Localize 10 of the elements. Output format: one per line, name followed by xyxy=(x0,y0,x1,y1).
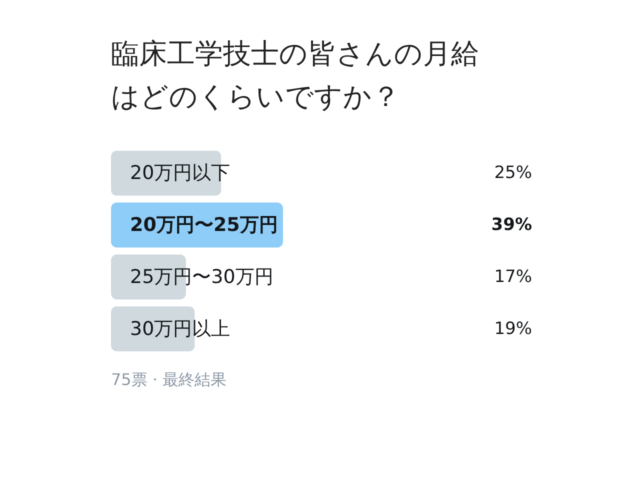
y-tick-label: 30万円以上 xyxy=(130,318,230,340)
y-tick-label: 25万円〜30万円 xyxy=(130,266,274,288)
text: 75票 · 最終結果 xyxy=(111,370,227,389)
y-tick-label: 20万円以下 xyxy=(130,162,230,184)
y-tick-label: 20万円〜25万円 xyxy=(130,214,278,236)
data-label: 19% xyxy=(494,318,532,339)
data-label: 25% xyxy=(494,163,532,184)
data-label: 17% xyxy=(494,266,532,287)
data-label: 39% xyxy=(491,215,532,236)
chart-title: 臨床工学技士の皆さんの月給はどのくらいですか？ xyxy=(111,37,479,113)
